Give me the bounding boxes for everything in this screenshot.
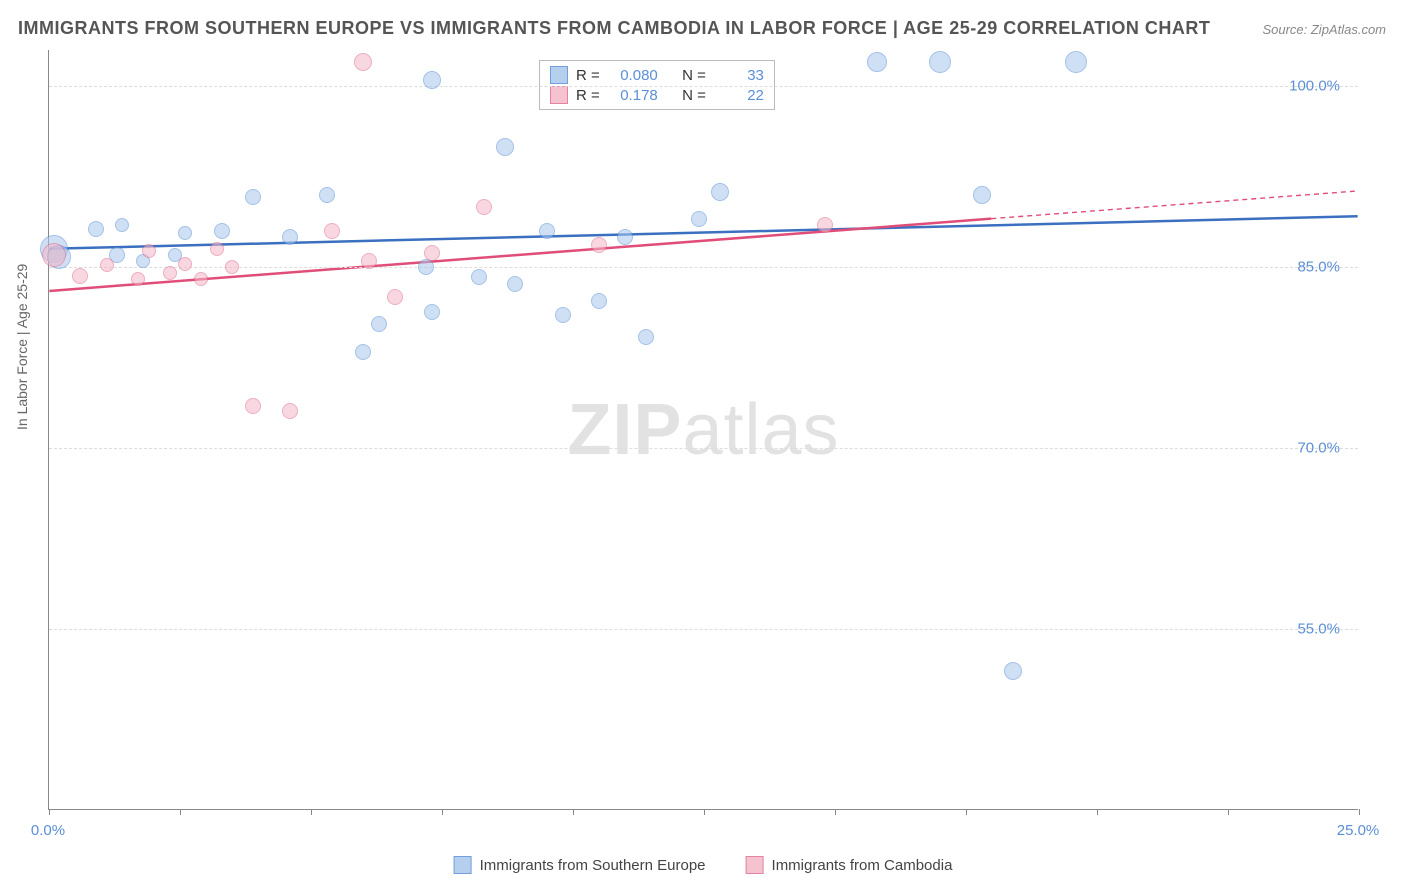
scatter-point	[973, 186, 991, 204]
gridline	[49, 448, 1358, 449]
x-tick-label: 25.0%	[1337, 822, 1380, 839]
bottom-legend: Immigrants from Southern Europe Immigran…	[454, 856, 953, 874]
x-tick	[1097, 809, 1098, 815]
r-label: R =	[576, 87, 600, 104]
legend-item-2: Immigrants from Cambodia	[746, 856, 953, 874]
scatter-point	[591, 237, 607, 253]
scatter-point	[476, 199, 492, 215]
scatter-point	[42, 243, 66, 267]
scatter-point	[72, 268, 88, 284]
scatter-point	[178, 226, 192, 240]
chart-title: IMMIGRANTS FROM SOUTHERN EUROPE VS IMMIG…	[18, 18, 1210, 39]
scatter-point	[555, 307, 571, 323]
scatter-point	[496, 138, 514, 156]
y-tick-label: 85.0%	[1297, 259, 1340, 276]
scatter-point	[131, 272, 145, 286]
series2-swatch	[550, 86, 568, 104]
scatter-point	[355, 344, 371, 360]
x-tick	[704, 809, 705, 815]
scatter-point	[387, 289, 403, 305]
series2-swatch	[746, 856, 764, 874]
x-tick	[1359, 809, 1360, 815]
scatter-point	[194, 272, 208, 286]
scatter-point	[282, 403, 298, 419]
series2-label: Immigrants from Cambodia	[772, 857, 953, 874]
legend-stats-box: R = 0.080 N = 33 R = 0.178 N = 22	[539, 60, 775, 110]
legend-stats-row-1: R = 0.080 N = 33	[550, 65, 764, 85]
scatter-point	[210, 242, 224, 256]
watermark: ZIPatlas	[567, 389, 839, 471]
scatter-point	[1004, 662, 1022, 680]
scatter-point	[178, 257, 192, 271]
x-tick	[180, 809, 181, 815]
y-tick-label: 55.0%	[1297, 621, 1340, 638]
gridline	[49, 629, 1358, 630]
scatter-point	[245, 398, 261, 414]
scatter-point	[115, 218, 129, 232]
series1-label: Immigrants from Southern Europe	[480, 857, 706, 874]
x-tick	[49, 809, 50, 815]
scatter-point	[617, 229, 633, 245]
series1-n-value: 33	[714, 67, 764, 84]
scatter-point	[361, 253, 377, 269]
scatter-point	[214, 223, 230, 239]
scatter-point	[100, 258, 114, 272]
y-tick-label: 70.0%	[1297, 440, 1340, 457]
scatter-point	[424, 304, 440, 320]
scatter-point	[507, 276, 523, 292]
r-label: R =	[576, 67, 600, 84]
scatter-point	[471, 269, 487, 285]
scatter-point	[929, 51, 951, 73]
x-tick	[573, 809, 574, 815]
x-tick	[311, 809, 312, 815]
y-axis-label: In Labor Force | Age 25-29	[14, 264, 30, 430]
gridline	[49, 267, 1358, 268]
scatter-point	[638, 329, 654, 345]
scatter-point	[245, 189, 261, 205]
x-tick	[442, 809, 443, 815]
legend-stats-row-2: R = 0.178 N = 22	[550, 85, 764, 105]
scatter-point	[282, 229, 298, 245]
scatter-point	[817, 217, 833, 233]
scatter-point	[423, 71, 441, 89]
legend-item-1: Immigrants from Southern Europe	[454, 856, 706, 874]
scatter-point	[539, 223, 555, 239]
scatter-point	[591, 293, 607, 309]
series2-r-value: 0.178	[608, 87, 658, 104]
scatter-point	[424, 245, 440, 261]
scatter-point	[1065, 51, 1087, 73]
n-label: N =	[682, 67, 706, 84]
series1-swatch	[550, 66, 568, 84]
series1-r-value: 0.080	[608, 67, 658, 84]
trend-lines	[49, 50, 1358, 809]
correlation-chart: IMMIGRANTS FROM SOUTHERN EUROPE VS IMMIG…	[0, 0, 1406, 892]
scatter-point	[691, 211, 707, 227]
plot-area: ZIPatlas R = 0.080 N = 33 R = 0.178 N = …	[48, 50, 1358, 810]
scatter-point	[711, 183, 729, 201]
x-tick-label: 0.0%	[31, 822, 65, 839]
watermark-light: atlas	[682, 390, 839, 470]
watermark-bold: ZIP	[567, 390, 682, 470]
n-label: N =	[682, 87, 706, 104]
x-tick	[835, 809, 836, 815]
x-tick	[966, 809, 967, 815]
scatter-point	[163, 266, 177, 280]
source-attribution: Source: ZipAtlas.com	[1262, 22, 1386, 37]
series1-swatch	[454, 856, 472, 874]
scatter-point	[142, 244, 156, 258]
scatter-point	[319, 187, 335, 203]
gridline	[49, 86, 1358, 87]
scatter-point	[418, 259, 434, 275]
series2-n-value: 22	[714, 87, 764, 104]
scatter-point	[371, 316, 387, 332]
scatter-point	[88, 221, 104, 237]
scatter-point	[324, 223, 340, 239]
y-tick-label: 100.0%	[1289, 78, 1340, 95]
scatter-point	[225, 260, 239, 274]
scatter-point	[867, 52, 887, 72]
scatter-point	[354, 53, 372, 71]
x-tick	[1228, 809, 1229, 815]
